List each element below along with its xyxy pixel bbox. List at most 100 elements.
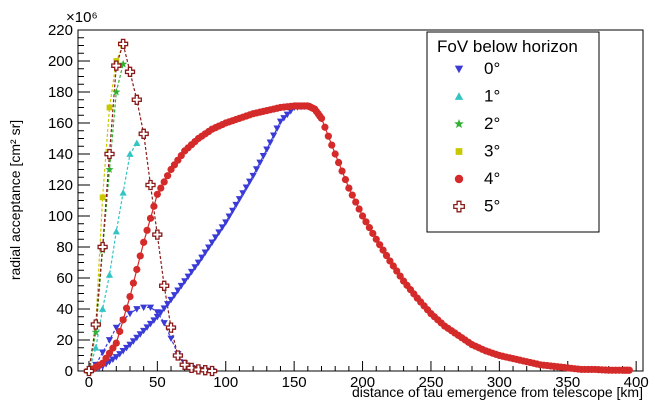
data-point bbox=[133, 265, 141, 274]
y-axis-multiplier: ×10⁶ bbox=[66, 9, 98, 26]
x-tick-label: 100 bbox=[213, 374, 238, 391]
data-point bbox=[331, 150, 339, 158]
legend-marker bbox=[454, 119, 464, 129]
legend-label: 2° bbox=[484, 114, 500, 133]
data-point bbox=[345, 184, 353, 192]
data-point bbox=[205, 244, 213, 251]
data-point bbox=[126, 293, 134, 301]
data-point bbox=[393, 267, 401, 275]
data-point bbox=[140, 327, 148, 335]
data-point bbox=[99, 359, 107, 367]
legend-box bbox=[426, 31, 600, 233]
data-point bbox=[140, 304, 148, 312]
series-markers bbox=[83, 38, 218, 377]
data-point bbox=[131, 94, 142, 105]
data-point bbox=[165, 322, 177, 333]
data-point bbox=[124, 66, 136, 77]
data-point bbox=[136, 331, 144, 338]
data-point bbox=[379, 246, 387, 254]
data-point bbox=[112, 324, 120, 332]
data-point bbox=[112, 87, 121, 96]
data-point bbox=[91, 327, 100, 336]
data-point bbox=[119, 347, 127, 355]
data-point bbox=[198, 254, 206, 262]
data-point bbox=[112, 339, 120, 347]
data-point bbox=[184, 273, 192, 281]
data-point bbox=[389, 262, 397, 270]
data-point bbox=[335, 158, 343, 167]
data-point bbox=[119, 316, 127, 324]
y-tick-label: 100 bbox=[48, 208, 73, 225]
x-tick-label: 250 bbox=[418, 374, 443, 391]
legend-label: 5° bbox=[484, 197, 500, 216]
data-point bbox=[146, 214, 155, 222]
data-point bbox=[365, 224, 373, 232]
y-tick-label: 60 bbox=[56, 270, 73, 287]
data-point bbox=[246, 178, 254, 186]
x-tick-label: 200 bbox=[350, 374, 375, 391]
data-point bbox=[160, 178, 168, 186]
data-point bbox=[160, 305, 168, 312]
y-tick-label: 200 bbox=[48, 53, 73, 70]
data-point bbox=[117, 38, 129, 50]
y-tick-label: 220 bbox=[48, 22, 73, 39]
data-point bbox=[321, 123, 329, 131]
legend-marker bbox=[454, 174, 464, 184]
data-point bbox=[133, 334, 141, 342]
data-point bbox=[194, 259, 202, 267]
data-point bbox=[358, 212, 367, 220]
x-tick-label: 400 bbox=[624, 374, 649, 391]
y-tick-label: 40 bbox=[56, 301, 73, 318]
data-point bbox=[324, 132, 332, 140]
data-point bbox=[136, 252, 144, 260]
data-point bbox=[177, 282, 185, 290]
data-point bbox=[97, 241, 108, 253]
data-point bbox=[256, 159, 264, 167]
data-point bbox=[249, 172, 257, 180]
data-point bbox=[164, 301, 172, 308]
data-point bbox=[186, 362, 197, 374]
data-point bbox=[119, 59, 128, 68]
data-point bbox=[280, 115, 288, 122]
data-point bbox=[348, 191, 356, 199]
data-point bbox=[150, 202, 158, 210]
data-point bbox=[317, 114, 326, 122]
legend-marker bbox=[455, 148, 463, 155]
data-point bbox=[283, 111, 291, 119]
data-point bbox=[99, 349, 107, 356]
data-point bbox=[129, 279, 138, 287]
data-point bbox=[625, 366, 633, 374]
y-tick-label: 160 bbox=[48, 115, 73, 132]
data-point bbox=[222, 219, 230, 226]
data-point bbox=[146, 320, 155, 328]
data-point bbox=[338, 167, 346, 175]
data-point bbox=[106, 104, 113, 111]
series-layer bbox=[83, 38, 633, 377]
data-point bbox=[150, 317, 158, 324]
data-point bbox=[153, 190, 161, 198]
data-point bbox=[160, 320, 168, 327]
data-point bbox=[112, 354, 120, 361]
data-point bbox=[129, 338, 138, 345]
data-point bbox=[167, 335, 175, 343]
data-point bbox=[341, 175, 350, 184]
data-point bbox=[369, 229, 377, 238]
data-point bbox=[122, 344, 131, 352]
data-point bbox=[99, 305, 107, 312]
data-point bbox=[181, 278, 189, 285]
data-point bbox=[140, 238, 148, 246]
y-tick-label: 0 bbox=[65, 363, 73, 380]
data-point bbox=[179, 359, 190, 370]
y-tick-label: 80 bbox=[56, 239, 73, 256]
data-point bbox=[218, 224, 226, 231]
data-point bbox=[276, 118, 285, 126]
data-point bbox=[242, 184, 250, 191]
data-point bbox=[133, 139, 141, 147]
data-point bbox=[355, 205, 363, 213]
series-line bbox=[88, 63, 124, 372]
data-point bbox=[111, 60, 122, 71]
data-point bbox=[126, 150, 134, 157]
data-point bbox=[116, 351, 124, 358]
data-point bbox=[143, 324, 151, 331]
